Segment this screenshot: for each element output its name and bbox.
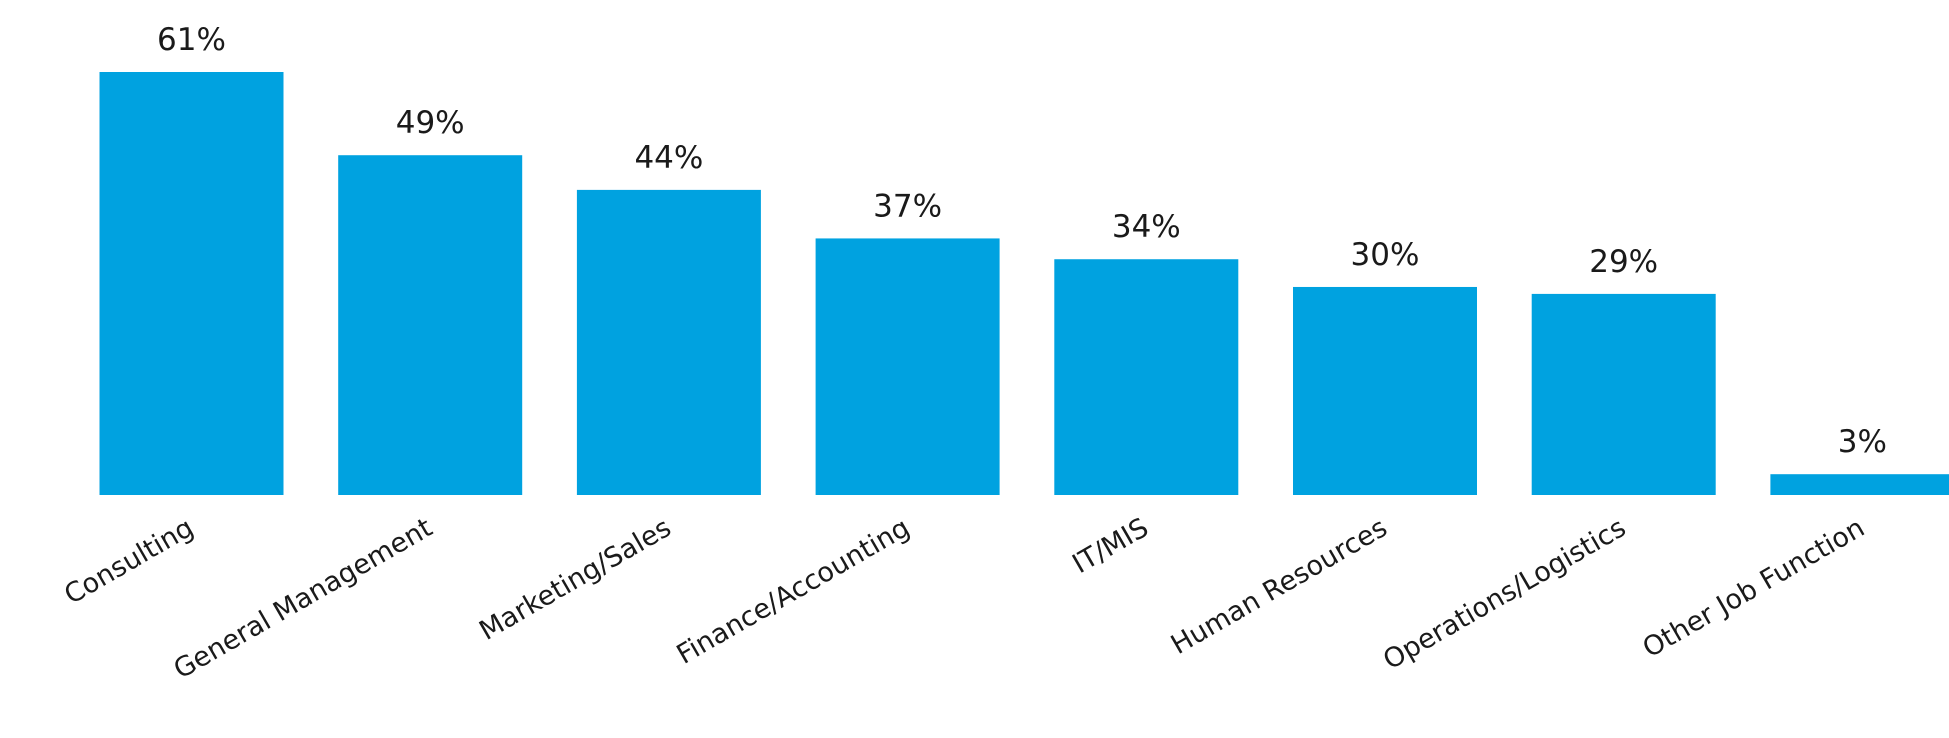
bar (1054, 259, 1239, 495)
data-label: 49% (396, 105, 465, 141)
bar (1293, 286, 1477, 495)
data-label: 44% (634, 140, 703, 176)
x-tick-label: IT/MIS (1067, 512, 1153, 580)
data-label: 29% (1589, 244, 1658, 280)
data-label: 3% (1838, 424, 1887, 460)
data-label: 61% (157, 22, 226, 58)
x-tick-label: Human Resources (1166, 512, 1393, 661)
bar (338, 155, 523, 495)
x-tick-label: Finance/Accounting (672, 512, 915, 670)
x-tick-label: General Management (169, 512, 438, 685)
bar (815, 238, 1000, 496)
x-tick-label: Consulting (59, 512, 199, 611)
x-tick-label: Operations/Logistics (1378, 512, 1631, 676)
data-label: 34% (1112, 209, 1181, 245)
bar (99, 72, 284, 495)
data-label: 30% (1351, 237, 1420, 273)
x-tick-label: Marketing/Sales (474, 512, 676, 647)
bar (1770, 474, 1949, 495)
bar (1531, 293, 1716, 495)
x-tick-label: Other Job Function (1638, 512, 1870, 664)
bar (576, 189, 761, 495)
data-label: 37% (873, 188, 942, 224)
